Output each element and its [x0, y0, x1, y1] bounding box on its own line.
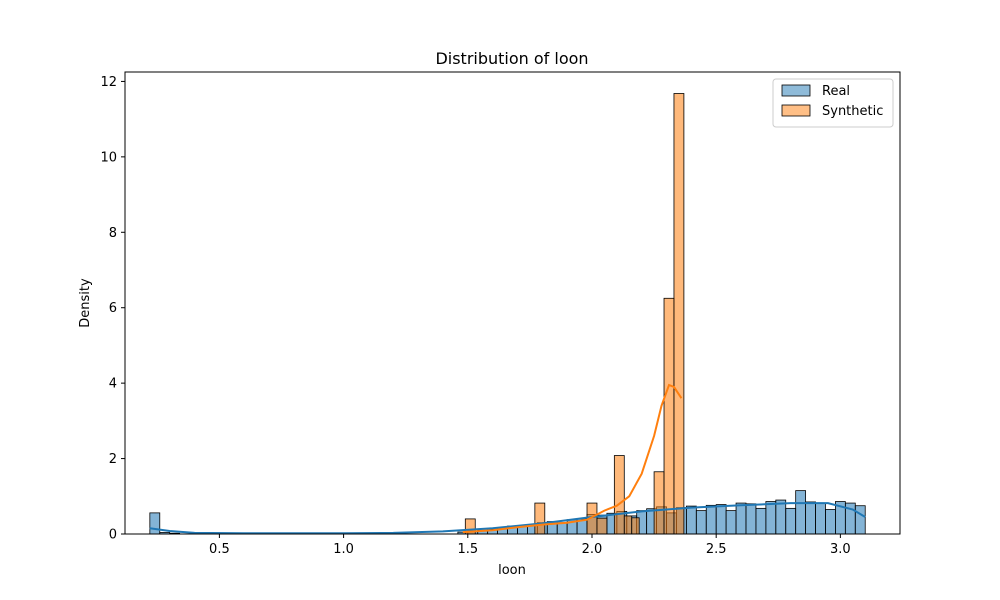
real-bar — [815, 502, 826, 535]
synthetic-bar — [534, 502, 546, 535]
synthetic-bar — [623, 515, 633, 535]
synthetic-bar — [673, 93, 685, 535]
synthetic-kde-line — [462, 383, 683, 534]
kde-lines — [149, 383, 866, 535]
y-axis-ticks: 0 2 4 6 8 10 12 — [100, 75, 125, 543]
plot-frame — [124, 71, 901, 535]
real-kde-line — [149, 502, 866, 535]
real-bar — [755, 507, 767, 535]
x-axis-label: loon — [498, 563, 526, 578]
synthetic-bar — [653, 471, 665, 535]
real-bar — [775, 499, 787, 535]
real-bar — [556, 522, 568, 535]
real-bar — [785, 507, 797, 535]
real-bar — [705, 504, 717, 535]
real-bar — [795, 490, 807, 535]
real-bar — [765, 501, 777, 535]
x-axis-ticks: 0.5 1.0 1.5 2.0 2.5 3.0 — [209, 534, 851, 557]
synthetic-bar — [663, 297, 675, 535]
x-tick-label: 1.5 — [457, 542, 478, 557]
real-bar — [685, 505, 697, 535]
y-axis-label: Density — [78, 278, 93, 328]
real-bar — [805, 501, 816, 535]
real-bar — [149, 512, 161, 535]
y-tick-label: 8 — [109, 226, 117, 241]
y-tick-label: 2 — [109, 452, 117, 467]
legend-label-synthetic: Synthetic — [822, 104, 883, 119]
synthetic-bar — [613, 455, 625, 535]
real-bar — [745, 503, 757, 535]
x-tick-label: 2.5 — [706, 542, 727, 557]
x-tick-label: 2.0 — [582, 542, 603, 557]
real-bar — [715, 504, 727, 535]
chart-title: Distribution of loon — [435, 49, 588, 68]
synthetic-bar — [596, 517, 608, 535]
real-bar — [725, 510, 737, 535]
legend: Real Synthetic — [772, 78, 894, 128]
legend-swatch-real — [781, 84, 811, 97]
y-tick-label: 10 — [100, 150, 117, 165]
y-tick-label: 6 — [109, 301, 117, 316]
x-tick-label: 1.0 — [333, 542, 354, 557]
x-tick-label: 3.0 — [830, 542, 851, 557]
synthetic-bars — [464, 93, 685, 535]
real-bar — [854, 505, 866, 535]
y-tick-label: 0 — [109, 528, 117, 543]
real-bar — [825, 509, 836, 535]
real-bar — [695, 510, 707, 535]
y-tick-label: 4 — [109, 377, 117, 392]
x-tick-label: 0.5 — [209, 542, 230, 557]
legend-label-real: Real — [822, 84, 850, 99]
legend-swatch-synthetic — [781, 104, 811, 117]
synthetic-bar — [631, 517, 640, 535]
real-bar — [735, 502, 747, 535]
y-tick-label: 12 — [100, 75, 117, 90]
